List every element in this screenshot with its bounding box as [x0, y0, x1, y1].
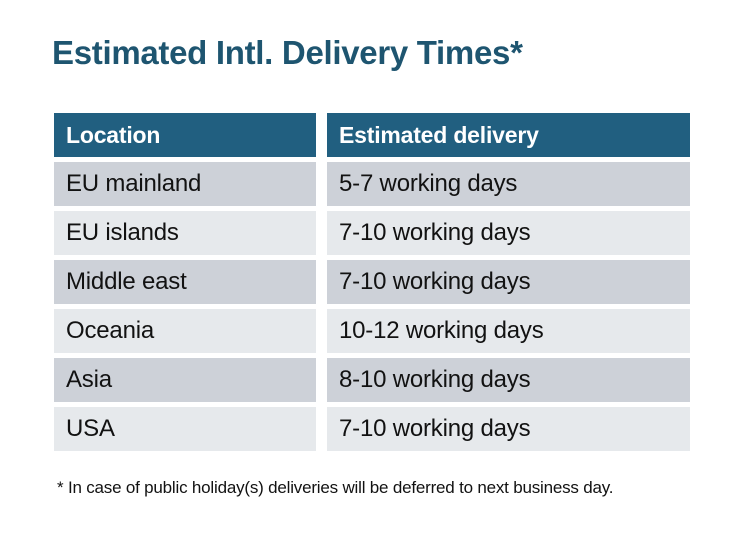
column-header-location: Location [54, 113, 316, 157]
footnote: * In case of public holiday(s) deliverie… [57, 478, 614, 497]
cell-location: Asia [54, 358, 316, 402]
cell-delivery: 5-7 working days [327, 162, 690, 206]
cell-delivery: 7-10 working days [327, 211, 690, 255]
cell-delivery: 8-10 working days [327, 358, 690, 402]
page-title: Estimated Intl. Delivery Times* [52, 34, 523, 71]
cell-delivery: 7-10 working days [327, 407, 690, 451]
cell-location: EU islands [54, 211, 316, 255]
column-header-delivery: Estimated delivery [327, 113, 690, 157]
cell-delivery: 10-12 working days [327, 309, 690, 353]
delivery-table: Location Estimated delivery EU mainland … [54, 113, 690, 451]
cell-location: Middle east [54, 260, 316, 304]
cell-location: USA [54, 407, 316, 451]
cell-delivery: 7-10 working days [327, 260, 690, 304]
cell-location: EU mainland [54, 162, 316, 206]
cell-location: Oceania [54, 309, 316, 353]
